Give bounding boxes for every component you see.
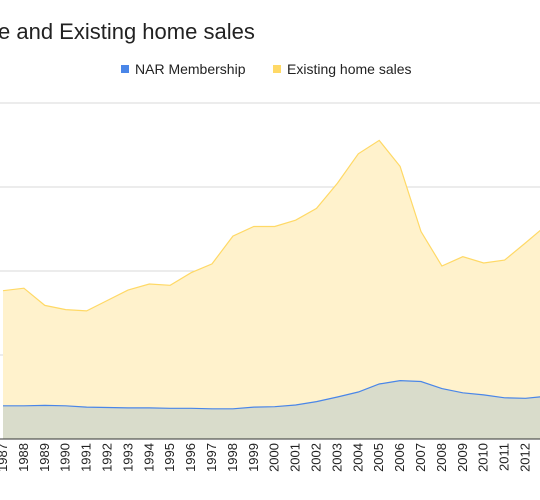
x-tick-label: 2010 <box>476 443 491 472</box>
x-tick-label: 1992 <box>100 443 115 472</box>
x-tick-label: 1997 <box>204 443 219 472</box>
legend-swatch-existing-home-sales <box>273 65 281 73</box>
x-tick-label: 2011 <box>497 443 512 471</box>
area-nar-membership <box>3 380 540 439</box>
x-tick-label: 1987 <box>0 443 10 472</box>
x-tick-label: 2004 <box>350 443 365 472</box>
x-tick-label: 2012 <box>518 443 533 472</box>
legend-swatch-nar-membership <box>121 65 129 73</box>
x-tick-label: 2002 <box>309 443 324 472</box>
legend: NAR Membership Existing home sales <box>0 61 540 81</box>
area-existing-home-sales <box>3 140 540 439</box>
legend-item-existing-home-sales: Existing home sales <box>273 61 412 77</box>
legend-label-existing-home-sales: Existing home sales <box>287 61 412 77</box>
x-tick-label: 1988 <box>16 443 31 472</box>
x-tick-label: 1991 <box>79 443 94 472</box>
x-tick-label: 1990 <box>58 443 73 472</box>
x-tick-label: 2006 <box>392 443 407 472</box>
x-tick-label: 2013 <box>538 443 540 472</box>
legend-label-nar-membership: NAR Membership <box>135 61 246 77</box>
x-tick-label: 2001 <box>288 443 303 472</box>
x-tick-label: 2008 <box>434 443 449 472</box>
x-tick-label: 1995 <box>162 443 177 472</box>
line-existing-home-sales <box>2 139 540 312</box>
x-tick-labels: 1987 1988 1989 1990 1991 1992 1993 1994 1995 1996… <box>0 443 540 472</box>
x-tick-label: 2005 <box>371 443 386 472</box>
x-tick-label: 1999 <box>246 443 261 472</box>
x-tick-label: 1989 <box>37 443 52 472</box>
x-tick-label: 2000 <box>267 443 282 472</box>
x-tick-label: 1994 <box>141 443 156 472</box>
x-tick-label: 1996 <box>183 443 198 472</box>
x-tick-label: 2003 <box>329 443 344 472</box>
chart-title: e and Existing home sales <box>0 19 255 44</box>
legend-item-nar-membership: NAR Membership <box>121 61 245 77</box>
series-areas <box>3 140 540 439</box>
x-tick-label: 2009 <box>455 443 470 472</box>
series-lines <box>2 139 540 410</box>
line-nar-membership <box>3 379 540 410</box>
x-tick-label: 1993 <box>120 443 135 472</box>
x-tick-label: 1998 <box>225 443 240 472</box>
x-tick-label: 2007 <box>413 443 428 472</box>
